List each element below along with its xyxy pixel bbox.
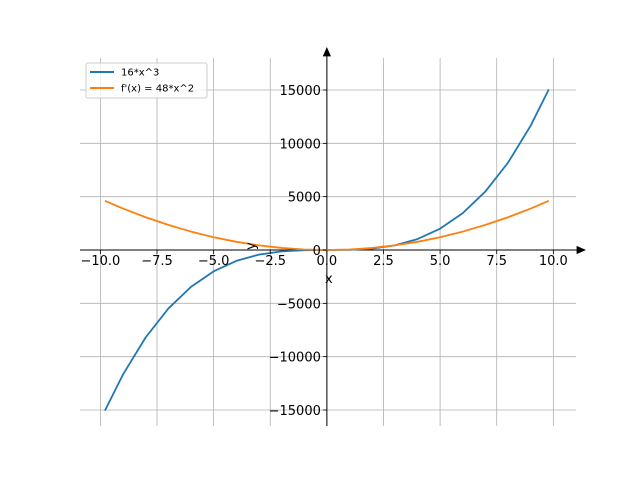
x-tick-label-5: 2.5 bbox=[373, 254, 394, 269]
y-tick-label-5: 10000 bbox=[280, 137, 321, 152]
x-tick-label-2: −5.0 bbox=[198, 254, 230, 269]
x-tick-label-0: −10.0 bbox=[80, 254, 120, 269]
x-tick-label-4: 0.0 bbox=[317, 254, 338, 269]
legend-label-series-2: f'(x) = 48*x^2 bbox=[121, 84, 194, 95]
x-tick-label-3: −2.5 bbox=[254, 254, 286, 269]
legend-box bbox=[85, 62, 208, 99]
y-tick-label-6: 15000 bbox=[280, 84, 321, 99]
y-axis-arrow bbox=[322, 47, 331, 57]
x-tick-label-8: 10.0 bbox=[539, 254, 568, 269]
x-tick-label-7: 7.5 bbox=[486, 254, 507, 269]
legend-label-series-1: 16*x^3 bbox=[121, 68, 159, 79]
y-tick-label-2: −5000 bbox=[277, 297, 321, 312]
legend: 16*x^3 f'(x) = 48*x^2 bbox=[85, 62, 208, 99]
tick-labels: −10.0 −7.5 −5.0 −2.5 0.0 2.5 5.0 7.5 10.0 −15000 −… bbox=[80, 84, 567, 419]
x-tick-label-6: 5.0 bbox=[430, 254, 451, 269]
y-tick-label-1: −10000 bbox=[269, 351, 321, 366]
y-tick-label-0: −15000 bbox=[269, 404, 321, 419]
y-axis-label: y bbox=[244, 242, 259, 250]
x-axis-label: x bbox=[325, 272, 333, 287]
axes bbox=[80, 47, 586, 426]
x-tick-label-1: −7.5 bbox=[141, 254, 173, 269]
grid bbox=[80, 58, 576, 426]
y-tick-label-4: 5000 bbox=[288, 191, 321, 206]
x-axis-arrow bbox=[576, 245, 586, 255]
y-tick-label-3: 0 bbox=[313, 244, 321, 259]
